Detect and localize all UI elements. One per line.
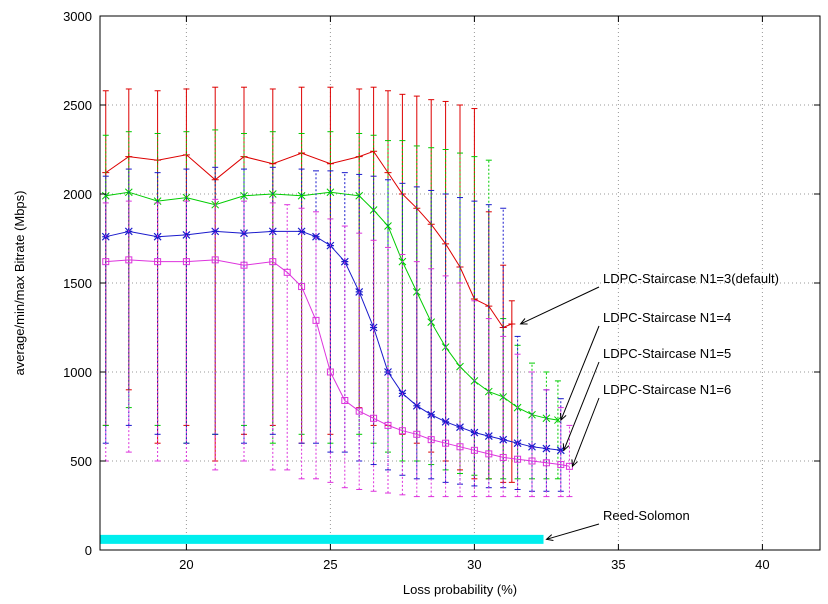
annotation-arrow bbox=[563, 361, 600, 451]
x-tick-label: 35 bbox=[611, 557, 625, 572]
data-point bbox=[556, 446, 565, 455]
data-point bbox=[268, 227, 277, 236]
data-point bbox=[326, 368, 334, 376]
data-point bbox=[456, 443, 464, 451]
annotation-arrowhead bbox=[562, 443, 570, 452]
series-line bbox=[105, 230, 561, 451]
data-point bbox=[355, 407, 363, 415]
data-point bbox=[557, 461, 565, 469]
x-axis-label: Loss probability (%) bbox=[403, 582, 517, 597]
data-point bbox=[312, 232, 320, 241]
data-point bbox=[427, 436, 435, 444]
data-point bbox=[369, 206, 378, 214]
y-tick-label: 500 bbox=[70, 454, 92, 469]
annotations: LDPC-Staircase N1=3(default) LDPC-Stairca… bbox=[519, 271, 779, 541]
data-point bbox=[101, 191, 110, 200]
y-tick-label: 1000 bbox=[63, 365, 92, 380]
y-tick-label: 1500 bbox=[63, 276, 92, 291]
annotation-label: LDPC-Staircase N1=5 bbox=[603, 346, 731, 361]
series-line bbox=[105, 150, 512, 329]
data-point bbox=[154, 258, 162, 266]
data-point bbox=[514, 455, 522, 463]
annotation-arrow bbox=[560, 325, 600, 421]
x-tick-label: 40 bbox=[755, 557, 769, 572]
data-point bbox=[554, 416, 562, 424]
data-point bbox=[398, 427, 406, 435]
x-tick-label: 20 bbox=[179, 557, 193, 572]
data-point bbox=[370, 414, 378, 422]
data-point bbox=[182, 231, 191, 239]
data-point bbox=[240, 261, 248, 269]
data-point bbox=[312, 316, 320, 324]
data-point bbox=[528, 457, 536, 465]
data-point bbox=[413, 430, 421, 438]
annotation-arrowhead bbox=[571, 459, 578, 468]
series-layer bbox=[100, 86, 573, 544]
x-tick-label: 30 bbox=[467, 557, 481, 572]
data-point bbox=[499, 453, 507, 461]
y-tick-label: 2000 bbox=[63, 187, 92, 202]
x-tick-label: 25 bbox=[323, 557, 337, 572]
series-2 bbox=[101, 166, 565, 492]
data-point bbox=[240, 229, 248, 238]
series-1 bbox=[101, 129, 562, 480]
data-point bbox=[340, 257, 349, 266]
data-point bbox=[442, 439, 450, 447]
data-point bbox=[326, 188, 335, 197]
data-point bbox=[341, 396, 349, 404]
data-point bbox=[369, 323, 378, 332]
y-tick-label: 2500 bbox=[63, 98, 92, 113]
annotation-arrow bbox=[520, 286, 600, 325]
data-point bbox=[499, 393, 508, 401]
y-tick-label: 3000 bbox=[63, 9, 92, 24]
data-point bbox=[412, 401, 421, 410]
data-point bbox=[384, 421, 392, 429]
data-point bbox=[298, 283, 306, 291]
data-point bbox=[269, 258, 277, 266]
annotation-arrowhead bbox=[545, 534, 554, 541]
annotation-label: LDPC-Staircase N1=4 bbox=[603, 310, 731, 325]
data-point bbox=[297, 191, 306, 200]
data-point bbox=[102, 258, 110, 266]
series-3 bbox=[102, 198, 573, 498]
annotation-arrow bbox=[546, 523, 600, 540]
annotation-label: Reed-Solomon bbox=[603, 508, 690, 523]
data-point bbox=[508, 320, 516, 328]
series-line bbox=[105, 259, 570, 467]
data-point bbox=[283, 268, 291, 276]
series-0 bbox=[102, 86, 516, 483]
y-axis-label: average/min/max Bitrate (Mbps) bbox=[12, 191, 27, 376]
data-point bbox=[384, 222, 392, 230]
data-point bbox=[240, 191, 248, 200]
annotation-arrowhead bbox=[519, 318, 528, 325]
annotation-label: LDPC-Staircase N1=6 bbox=[603, 382, 731, 397]
ticks: 0 500 1000 1500 2000 2500 3000 20 25 30 35 40 bbox=[63, 9, 820, 572]
data-point bbox=[485, 450, 493, 458]
annotation-label: LDPC-Staircase N1=3(default) bbox=[603, 271, 779, 286]
data-point bbox=[470, 446, 478, 454]
data-point bbox=[297, 227, 306, 236]
y-tick-label: 0 bbox=[85, 543, 92, 558]
data-point bbox=[542, 459, 550, 467]
data-point bbox=[211, 227, 220, 236]
annotation-arrow bbox=[571, 397, 600, 467]
data-point bbox=[211, 256, 219, 264]
data-point bbox=[182, 258, 190, 266]
annotation-arrowhead bbox=[559, 413, 567, 422]
data-point bbox=[441, 417, 450, 426]
data-point bbox=[125, 256, 133, 264]
